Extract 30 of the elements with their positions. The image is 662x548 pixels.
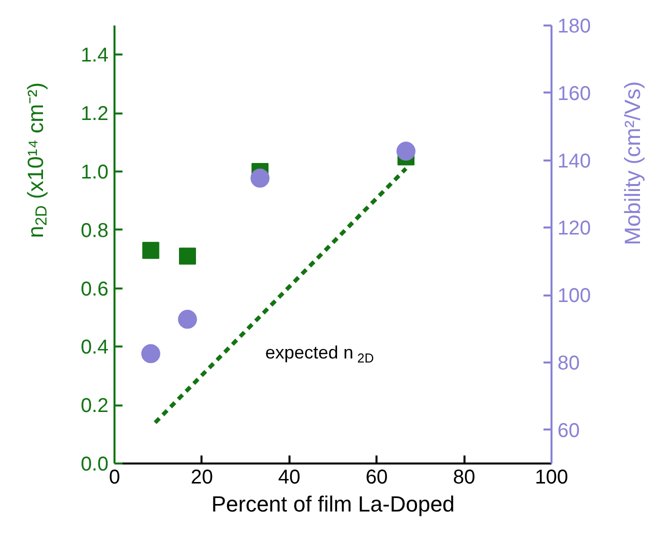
y2-tick-label: 160 (558, 82, 591, 105)
y-tick-label: 1.4 (80, 44, 109, 67)
x-tick-label: 80 (452, 466, 476, 488)
point (250, 168, 270, 188)
point (142, 242, 160, 259)
y-axis-title: n2D (x10¹⁴ cm⁻²) (23, 82, 51, 238)
point (396, 142, 416, 161)
point (178, 248, 196, 265)
y-tick-label: 0.2 (80, 395, 109, 418)
y2-tick-label: 80 (558, 352, 580, 374)
x-tick-label: 100 (534, 466, 568, 488)
point (141, 344, 160, 364)
x-tick-label: 40 (278, 466, 300, 488)
point (178, 310, 197, 329)
y-tick-label: 1.0 (80, 162, 109, 184)
x-tick-label: 20 (190, 466, 214, 488)
y-tick-label: 0.8 (80, 220, 109, 242)
y-tick-label: 0.4 (80, 336, 109, 359)
y2-axis-title: Mobility (cm²/Vs) (620, 81, 645, 246)
x-tick-label: 60 (366, 466, 388, 488)
y2-tick-label: 180 (558, 16, 591, 38)
y-tick-label: 0.6 (80, 278, 109, 300)
y-tick-label: 0.0 (80, 454, 109, 476)
y2-tick-label: 140 (558, 150, 591, 172)
y2-tick-label: 100 (558, 285, 591, 308)
y2-tick-label: 120 (558, 218, 591, 240)
y-tick-label: 1.2 (80, 103, 109, 126)
y2-tick-label: 60 (558, 420, 580, 442)
x-tick-label: 0 (108, 466, 120, 488)
x-axis-title: Percent of film La-Doped (211, 492, 455, 516)
